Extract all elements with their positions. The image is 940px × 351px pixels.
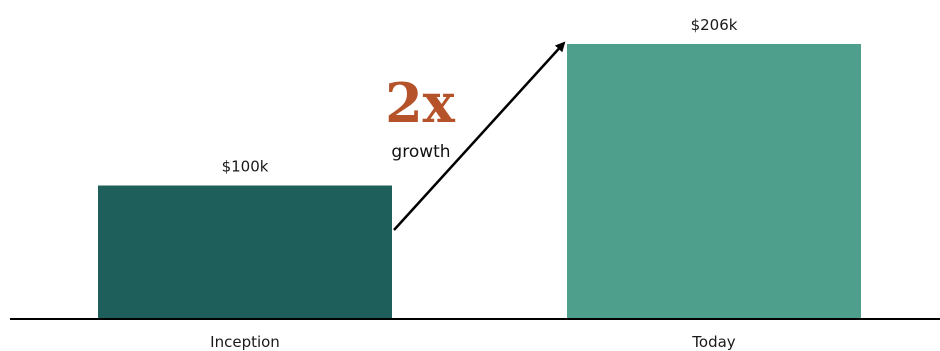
growth-arrow <box>393 41 566 231</box>
category-label-today: Today <box>691 333 736 351</box>
category-label-inception: Inception <box>210 333 280 351</box>
bar-today <box>567 44 861 319</box>
growth-multiplier: 2x <box>385 71 456 135</box>
growth-caption: growth <box>391 142 450 162</box>
value-label-inception: $100k <box>222 158 269 176</box>
value-label-today: $206k <box>691 16 738 34</box>
bars-layer <box>98 44 861 319</box>
bar-inception <box>98 185 392 319</box>
labels-layer: $100k Inception $206k Today <box>210 16 738 351</box>
